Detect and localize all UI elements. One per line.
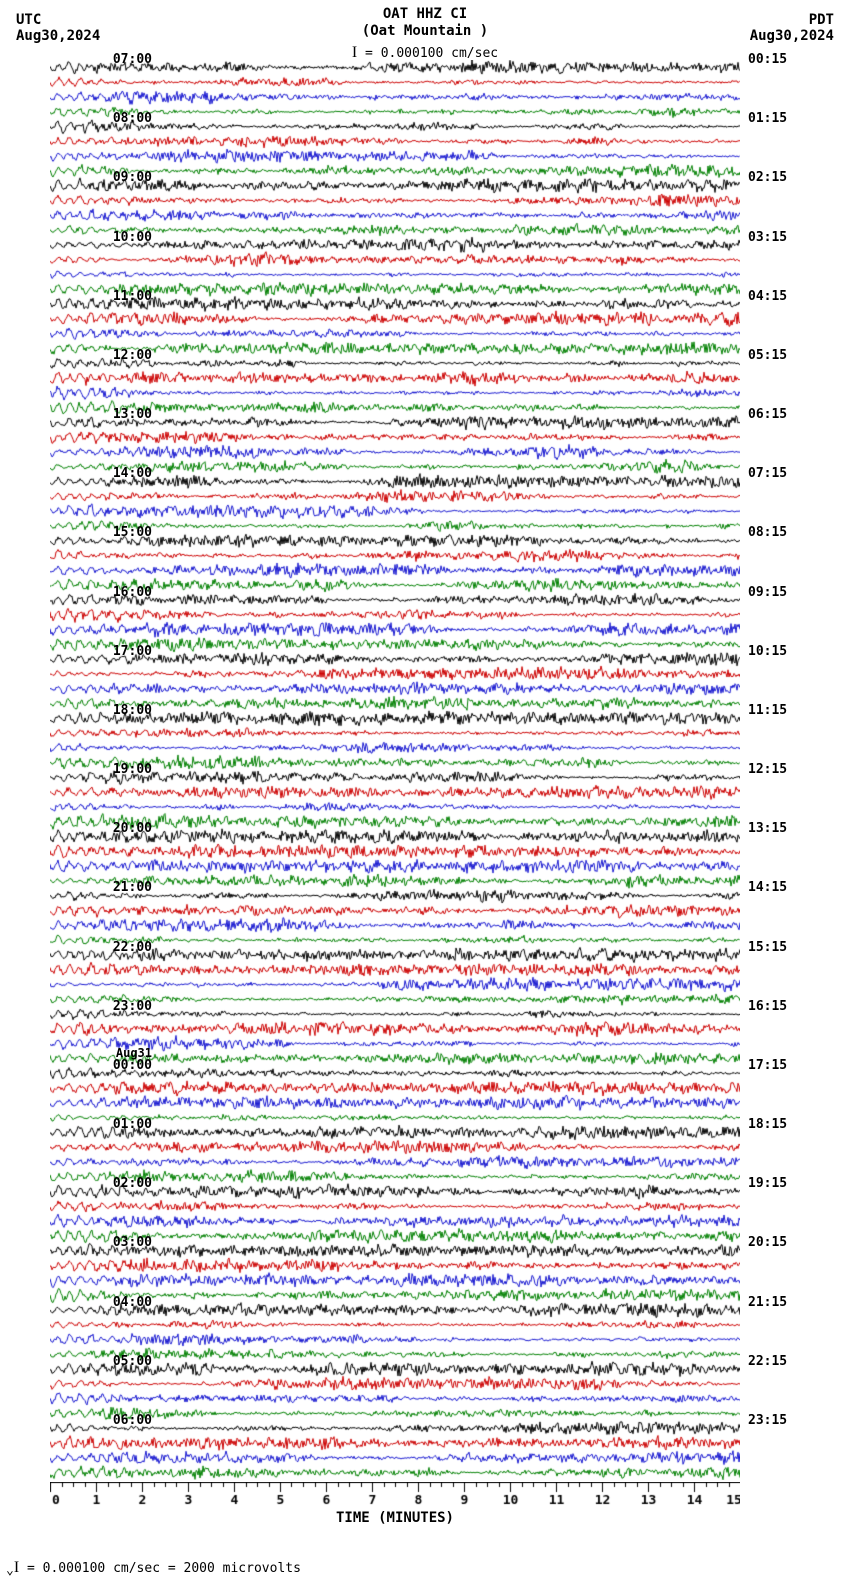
pdt-label: 10:15 [748,645,787,658]
utc-label: 20:00 [113,822,152,835]
pdt-label: 08:15 [748,526,787,539]
header: UTC Aug30,2024 PDT Aug30,2024 OAT HHZ CI… [0,0,850,60]
utc-label: 22:00 [113,941,152,954]
pdt-label: 01:15 [748,112,787,125]
pdt-label: 04:15 [748,290,787,303]
pdt-label: 00:15 [748,53,787,66]
utc-label: 10:00 [113,231,152,244]
utc-label: 12:00 [113,349,152,362]
x-axis-canvas [50,1482,740,1510]
utc-label: 16:00 [113,586,152,599]
x-axis-label: TIME (MINUTES) [50,1510,740,1526]
title-block: OAT HHZ CI (Oat Mountain ) [0,6,850,40]
utc-label: 15:00 [113,526,152,539]
x-axis [50,1482,740,1510]
station-name: (Oat Mountain ) [0,23,850,40]
utc-label: 07:00 [113,53,152,66]
pdt-label: 17:15 [748,1059,787,1072]
utc-label: 08:00 [113,112,152,125]
utc-label: 06:00 [113,1414,152,1427]
pdt-label: 14:15 [748,881,787,894]
pdt-label: 11:15 [748,704,787,717]
utc-label: 02:00 [113,1177,152,1190]
utc-label: 03:00 [113,1236,152,1249]
pdt-label: 07:15 [748,467,787,480]
pdt-label: 23:15 [748,1414,787,1427]
scale-symbol: I [352,44,357,61]
utc-label: 17:00 [113,645,152,658]
pdt-label: 20:15 [748,1236,787,1249]
pdt-label: 16:15 [748,1000,787,1013]
scale-value: = 0.000100 cm/sec [365,46,498,61]
pdt-label: 13:15 [748,822,787,835]
footer-scale: ⌄I = 0.000100 cm/sec = 2000 microvolts [6,1559,301,1578]
utc-label: 18:00 [113,704,152,717]
pdt-label: 05:15 [748,349,787,362]
helicorder-plot [50,60,740,1480]
station-code: OAT HHZ CI [0,6,850,23]
pdt-label: 19:15 [748,1177,787,1190]
pdt-label: 09:15 [748,586,787,599]
utc-label: 09:00 [113,171,152,184]
footer-text: = 0.000100 cm/sec = 2000 microvolts [27,1561,301,1576]
pdt-label: 03:15 [748,231,787,244]
utc-label: 23:00 [113,1000,152,1013]
trace-canvas [50,60,740,1480]
pdt-label: 15:15 [748,941,787,954]
utc-label: 11:00 [113,290,152,303]
pdt-label: 21:15 [748,1296,787,1309]
utc-label: 13:00 [113,408,152,421]
midnight-date-label: Aug31 [116,1046,152,1060]
pdt-label: 12:15 [748,763,787,776]
utc-label: 01:00 [113,1118,152,1131]
utc-label: 21:00 [113,881,152,894]
pdt-label: 02:15 [748,171,787,184]
utc-label: 05:00 [113,1355,152,1368]
utc-label: 14:00 [113,467,152,480]
pdt-label: 18:15 [748,1118,787,1131]
pdt-label: 06:15 [748,408,787,421]
helicorder-page: UTC Aug30,2024 PDT Aug30,2024 OAT HHZ CI… [0,0,850,1584]
pdt-label: 22:15 [748,1355,787,1368]
utc-label: 19:00 [113,763,152,776]
utc-label: 04:00 [113,1296,152,1309]
utc-label: 00:00 [113,1059,152,1072]
